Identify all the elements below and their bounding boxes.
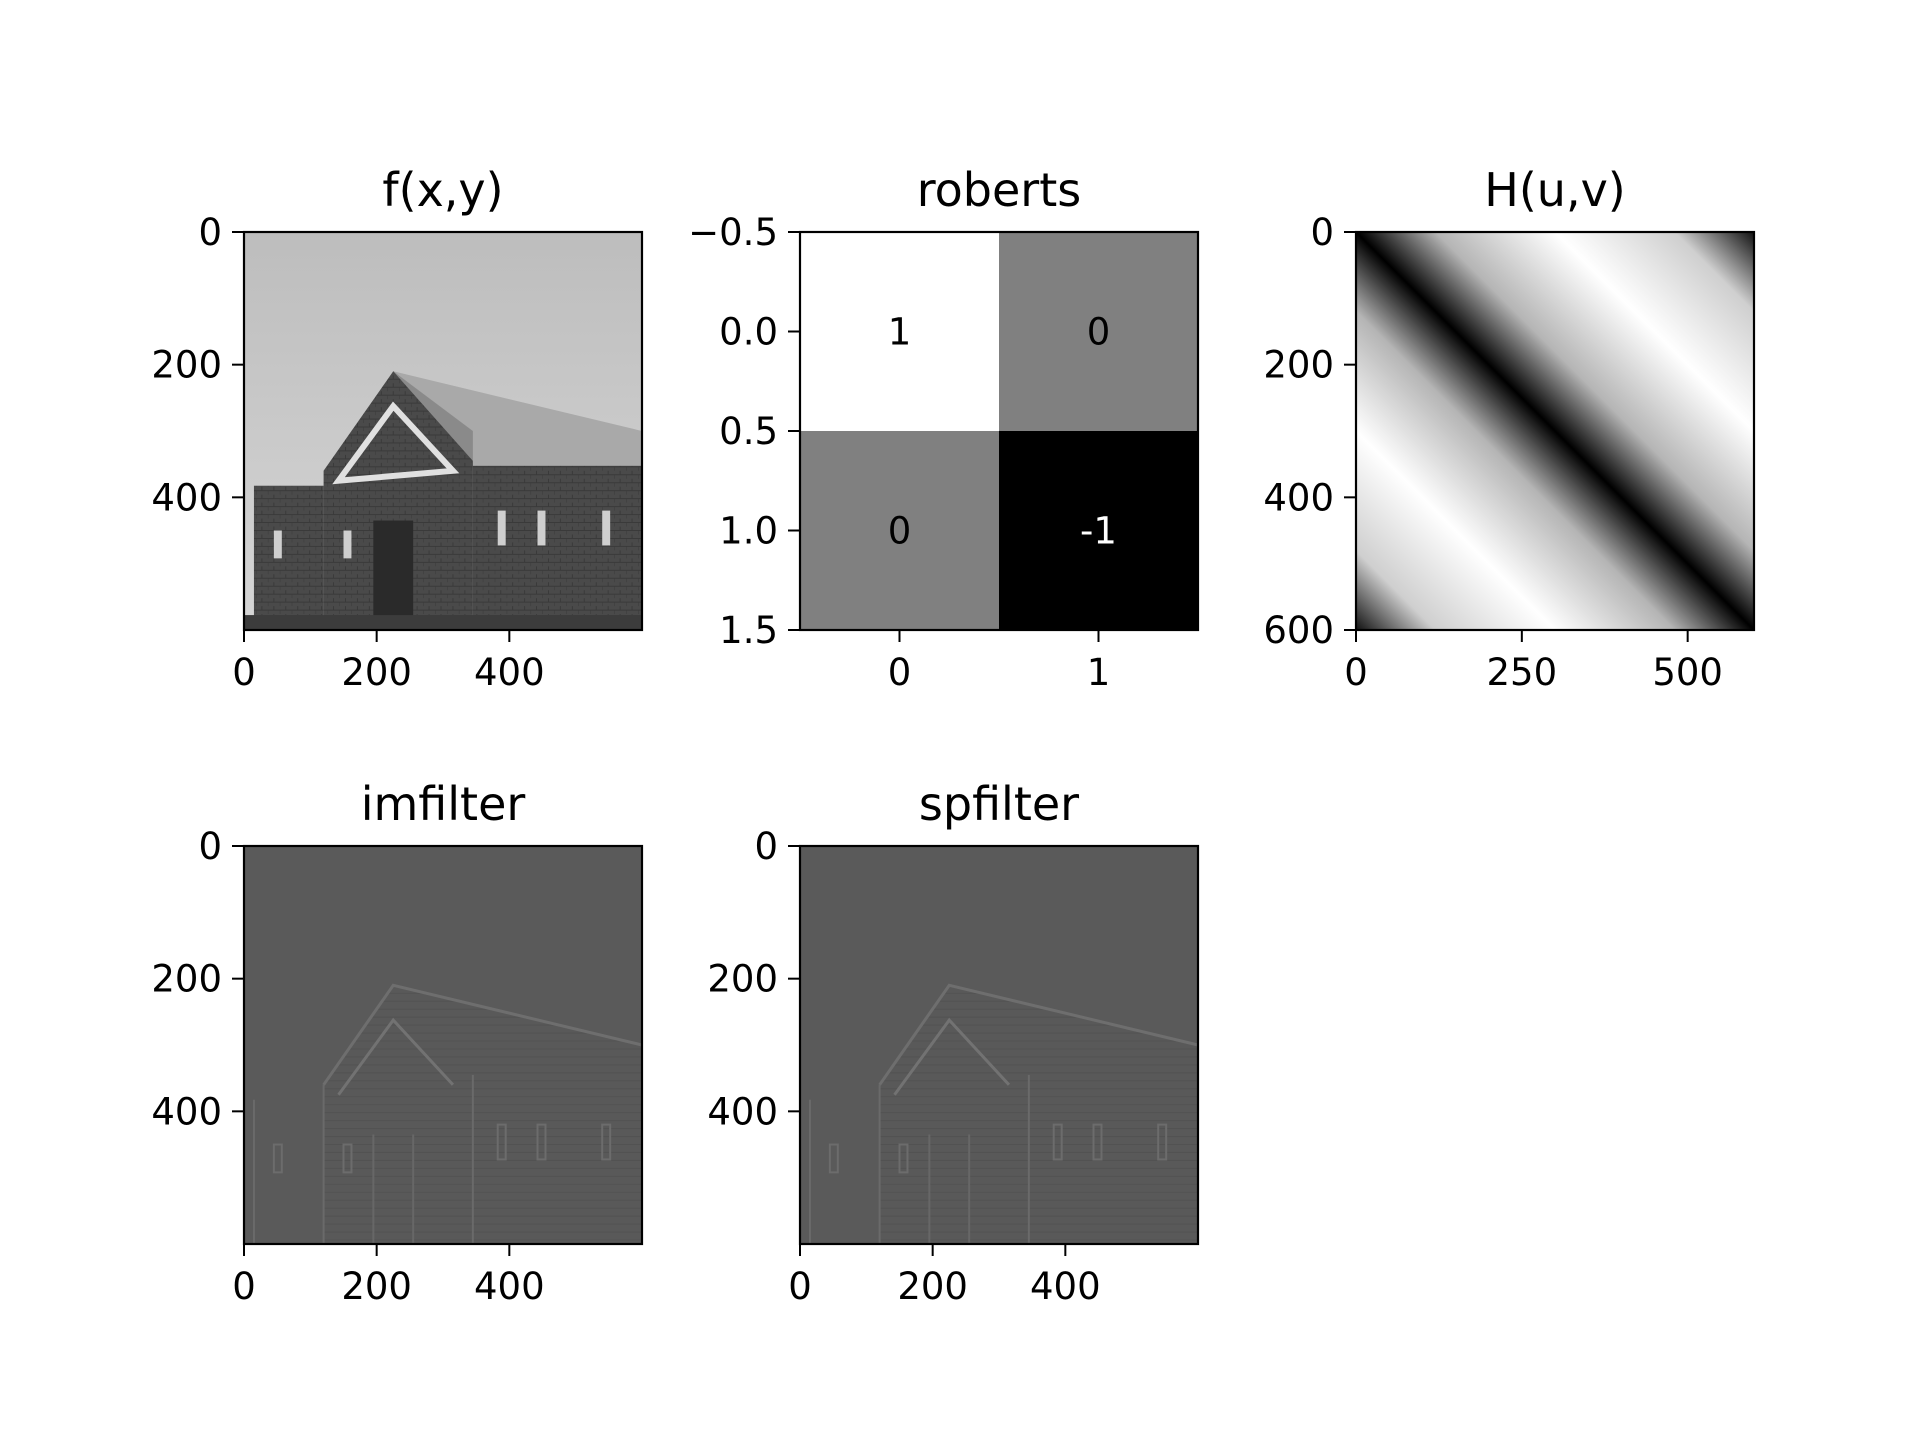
roberts-cell-0-1 [999,232,1198,431]
x-tick-label: 200 [897,1265,968,1308]
panel-title: f(x,y) [382,163,503,217]
y-tick-label: 400 [151,476,222,519]
panel-0: f(x,y) 0 200 400 0 200 400 [151,163,642,694]
roberts-cell-0-0 [800,232,999,431]
y-tick-label: 0.0 [719,311,778,354]
y-tick-label: 600 [1263,609,1334,652]
y-tick-label: 400 [707,1090,778,1133]
x-tick-label: 200 [341,1265,412,1308]
x-tick-label: 1 [1087,651,1111,694]
image-3 [242,844,644,1246]
x-tick-label: 0 [232,1265,256,1308]
y-tick-label: 400 [1263,476,1334,519]
y-tick-label: −0.5 [688,211,778,254]
panel-title: imfilter [361,777,526,831]
y-tick-label: 200 [1263,344,1334,387]
y-tick-label: 1.0 [719,510,778,553]
y-tick-label: 0 [198,211,222,254]
panel-2: H(u,v) 0 250 500 0 200 400 600 [1263,163,1756,694]
panel-3: imfilter 0 200 400 0 200 400 [151,777,644,1308]
x-tick-label: 250 [1487,651,1558,694]
x-tick-label: 0 [232,651,256,694]
x-tick-label: 400 [474,1265,545,1308]
x-tick-label: 200 [341,651,412,694]
roberts-cell-label-0-1: 0 [1087,311,1111,354]
x-tick-label: 400 [1030,1265,1101,1308]
y-tick-label: 200 [151,344,222,387]
axes-frame [242,230,644,632]
x-tick-label: 400 [474,651,545,694]
y-tick-label: 200 [151,958,222,1001]
huv-image [1356,232,1754,630]
roberts-cell-1-1 [999,431,1198,630]
image-4 [798,844,1200,1246]
x-tick-label: 0 [1344,651,1368,694]
y-tick-label: 0 [754,825,778,868]
panel-1: 1 0 0 -1 roberts 0 1 −0.5 0.0 0.5 1.0 1.5 [688,163,1200,694]
x-tick-label: 0 [888,651,912,694]
y-tick-label: 0 [198,825,222,868]
axes-frame [1354,230,1756,632]
y-tick-label: 200 [707,958,778,1001]
axes-frame [798,844,1200,1246]
roberts-cell-1-0 [800,431,999,630]
panel-title: H(u,v) [1484,163,1625,217]
y-tick-label: 400 [151,1090,222,1133]
image-0 [244,232,642,630]
axes-frame [242,844,644,1246]
x-tick-label: 0 [788,1265,812,1308]
y-tick-label: 1.5 [719,609,778,652]
roberts-cell-label-1-1: -1 [1080,510,1117,553]
roberts-cell-label-0-0: 1 [888,311,912,354]
panel-title: roberts [917,163,1081,217]
y-tick-label: 0 [1310,211,1334,254]
panel-title: spfilter [919,777,1079,831]
panel-4: spfilter 0 200 400 0 200 400 [707,777,1200,1308]
roberts-cell-label-1-0: 0 [888,510,912,553]
x-tick-label: 500 [1652,651,1723,694]
y-tick-label: 0.5 [719,410,778,453]
